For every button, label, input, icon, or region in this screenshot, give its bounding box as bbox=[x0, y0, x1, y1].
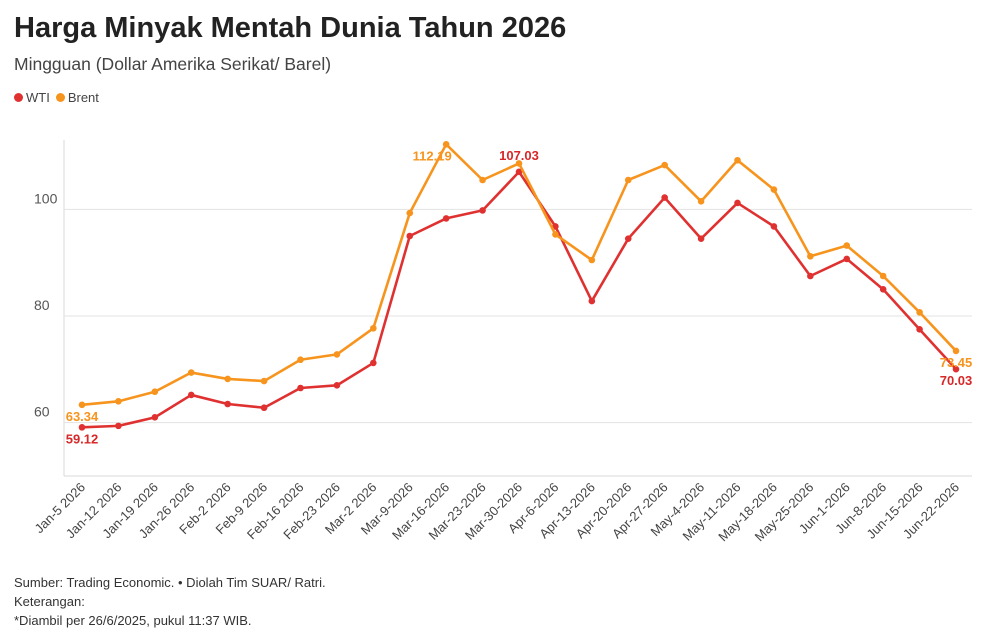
data-point-wti bbox=[552, 223, 559, 230]
data-point-wti bbox=[661, 194, 668, 201]
data-point-brent bbox=[552, 231, 559, 238]
chart-subtitle: Mingguan (Dollar Amerika Serikat/ Barel) bbox=[14, 54, 332, 74]
data-point-brent bbox=[624, 176, 632, 184]
data-point-wti bbox=[479, 207, 486, 214]
data-point-wti bbox=[260, 404, 268, 412]
data-point-brent bbox=[515, 160, 523, 167]
data-point-wti bbox=[734, 199, 741, 207]
data-point-brent bbox=[370, 324, 377, 332]
data-point-wti bbox=[297, 384, 304, 392]
data-point-wti bbox=[187, 391, 195, 399]
data-point-wti bbox=[770, 223, 778, 230]
timestamp-note: *Diambil per 26/6/2025, pukul 11:37 WIB. bbox=[14, 613, 252, 628]
data-label-wti: 70.03 bbox=[940, 373, 973, 388]
data-point-brent bbox=[661, 161, 668, 169]
data-point-brent bbox=[697, 198, 705, 205]
chart-title: Harga Minyak Mentah Dunia Tahun 2026 bbox=[14, 12, 567, 44]
y-tick-label: 80 bbox=[34, 297, 50, 313]
data-point-brent bbox=[734, 156, 741, 164]
series-line-wti bbox=[81, 170, 957, 429]
data-point-wti bbox=[442, 215, 450, 222]
data-point-wti bbox=[952, 365, 960, 373]
data-point-wti bbox=[807, 272, 814, 280]
data-point-wti bbox=[78, 424, 86, 431]
legend-label-brent: Brent bbox=[67, 90, 99, 105]
notes-label: Keterangan: bbox=[14, 594, 85, 609]
legend-item-wti[interactable]: WTI bbox=[14, 90, 50, 105]
data-point-brent bbox=[770, 186, 778, 193]
data-point-wti bbox=[515, 168, 523, 176]
data-label-wti: 107.03 bbox=[499, 148, 539, 163]
data-point-brent bbox=[151, 388, 159, 396]
data-point-brent bbox=[115, 398, 122, 405]
data-point-wti bbox=[115, 422, 122, 430]
data-point-wti bbox=[916, 326, 923, 333]
source-note: Sumber: Trading Economic. • Diolah Tim S… bbox=[14, 575, 326, 590]
data-point-brent bbox=[442, 141, 450, 148]
data-label-wti: 59.12 bbox=[66, 431, 99, 446]
legend-label-wti: WTI bbox=[26, 90, 50, 105]
data-label-brent: 112.19 bbox=[413, 148, 452, 163]
data-point-brent bbox=[916, 308, 923, 316]
legend-item-brent[interactable]: Brent bbox=[55, 90, 99, 105]
legend: WTI Brent bbox=[14, 90, 99, 105]
data-point-wti bbox=[406, 232, 414, 240]
data-point-brent bbox=[479, 176, 486, 184]
data-point-brent bbox=[879, 272, 887, 280]
data-point-brent bbox=[187, 369, 195, 376]
data-point-brent bbox=[333, 351, 341, 358]
data-point-brent bbox=[843, 242, 851, 249]
footer: Sumber: Trading Economic. • Diolah Tim S… bbox=[14, 573, 326, 630]
data-point-brent bbox=[588, 256, 596, 264]
series-line-brent bbox=[81, 143, 957, 407]
data-point-wti bbox=[624, 235, 632, 242]
data-point-brent bbox=[952, 347, 960, 355]
data-point-wti bbox=[333, 382, 341, 389]
data-point-brent bbox=[224, 375, 231, 383]
data-point-brent bbox=[297, 356, 304, 364]
data-label-brent: 73.45 bbox=[940, 355, 973, 370]
data-point-brent bbox=[78, 401, 86, 409]
data-point-wti bbox=[879, 286, 887, 293]
data-point-brent bbox=[406, 209, 414, 217]
data-point-wti bbox=[843, 255, 851, 263]
data-point-wti bbox=[151, 414, 159, 421]
legend-swatch-brent bbox=[55, 93, 65, 102]
legend-swatch-wti bbox=[14, 93, 23, 102]
data-point-brent bbox=[807, 252, 814, 260]
data-point-brent bbox=[260, 377, 268, 385]
data-point-wti bbox=[370, 359, 377, 367]
data-point-wti bbox=[224, 400, 231, 408]
data-label-brent: 63.34 bbox=[66, 409, 99, 424]
data-point-wti bbox=[588, 297, 596, 305]
y-tick-label: 100 bbox=[34, 190, 58, 206]
y-tick-label: 60 bbox=[34, 404, 50, 420]
data-point-wti bbox=[697, 235, 705, 242]
